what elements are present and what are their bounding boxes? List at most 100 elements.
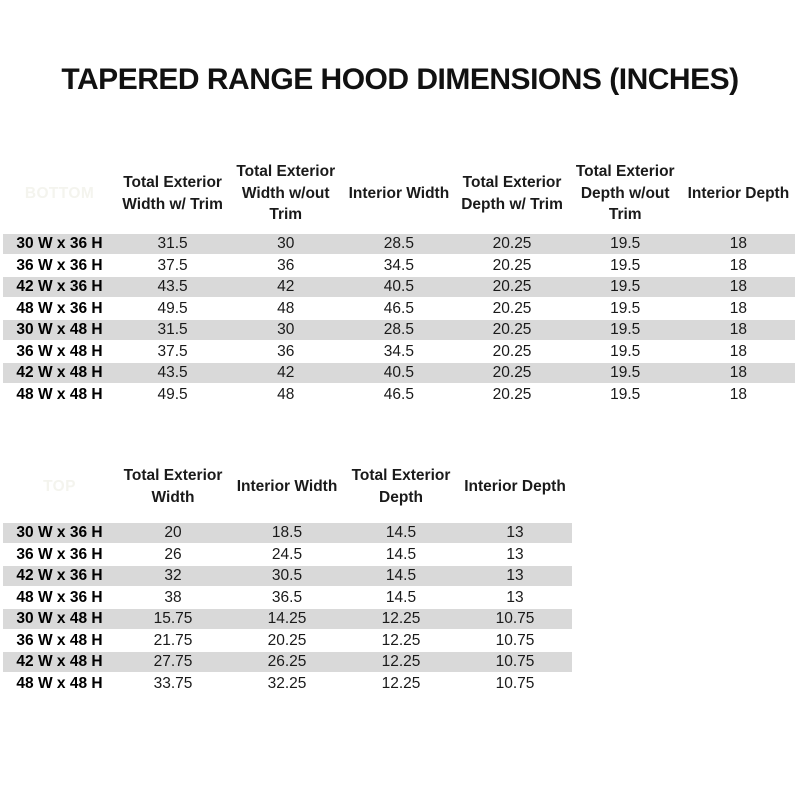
cell: 20.25 [455, 319, 569, 342]
column-header-interior-depth: Interior Depth [458, 452, 572, 523]
top-table-label: TOP [3, 452, 116, 523]
row-size-label: 42 W x 48 H [3, 651, 116, 674]
row-size-label: 48 W x 36 H [3, 586, 116, 609]
cell: 32 [116, 565, 230, 588]
top-dimensions-table: TOP Total Exterior Width Interior Width … [3, 452, 572, 695]
cell: 18 [681, 319, 795, 342]
table-row: 48 W x 36 H 38 36.5 14.5 13 [3, 586, 572, 609]
cell: 34.5 [342, 340, 456, 363]
cell: 18 [681, 276, 795, 299]
cell: 20.25 [455, 383, 569, 406]
table-row: 36 W x 36 H 37.5 36 34.5 20.25 19.5 18 [3, 254, 795, 277]
cell: 46.5 [342, 297, 456, 320]
cell: 19.5 [568, 276, 682, 299]
table-row: 42 W x 48 H 27.75 26.25 12.25 10.75 [3, 651, 572, 674]
table-row: 36 W x 48 H 37.5 36 34.5 20.25 19.5 18 [3, 340, 795, 363]
cell: 36.5 [230, 586, 344, 609]
cell: 19.5 [568, 319, 682, 342]
cell: 20.25 [455, 254, 569, 277]
cell: 36 [229, 340, 343, 363]
table-row: 48 W x 48 H 33.75 32.25 12.25 10.75 [3, 672, 572, 695]
table-row: 42 W x 36 H 32 30.5 14.5 13 [3, 565, 572, 588]
table-row: 30 W x 36 H 20 18.5 14.5 13 [3, 522, 572, 545]
cell: 18 [681, 233, 795, 256]
cell: 19.5 [568, 383, 682, 406]
column-header-interior-width: Interior Width [342, 155, 456, 234]
cell: 40.5 [342, 362, 456, 385]
row-size-label: 36 W x 36 H [3, 254, 116, 277]
cell: 26 [116, 543, 230, 566]
bottom-header-row: BOTTOM Total Exterior Width w/ Trim Tota… [3, 155, 795, 234]
cell: 10.75 [458, 651, 572, 674]
top-header-row: TOP Total Exterior Width Interior Width … [3, 452, 572, 523]
column-header-interior-width: Interior Width [230, 452, 344, 523]
cell: 14.5 [344, 586, 458, 609]
row-size-label: 30 W x 36 H [3, 233, 116, 256]
cell: 14.5 [344, 522, 458, 545]
column-header-total-exterior-width-w-trim: Total Exterior Width w/ Trim [116, 155, 230, 234]
cell: 10.75 [458, 629, 572, 652]
row-size-label: 48 W x 48 H [3, 672, 116, 695]
cell: 18.5 [230, 522, 344, 545]
cell: 20.25 [455, 233, 569, 256]
cell: 13 [458, 543, 572, 566]
table-row: 30 W x 48 H 31.5 30 28.5 20.25 19.5 18 [3, 319, 795, 342]
cell: 30.5 [230, 565, 344, 588]
cell: 38 [116, 586, 230, 609]
cell: 43.5 [116, 362, 230, 385]
column-header-total-exterior-depth: Total Exterior Depth [344, 452, 458, 523]
cell: 12.25 [344, 651, 458, 674]
cell: 28.5 [342, 233, 456, 256]
cell: 40.5 [342, 276, 456, 299]
table-row: 36 W x 48 H 21.75 20.25 12.25 10.75 [3, 629, 572, 652]
cell: 20.25 [455, 362, 569, 385]
cell: 12.25 [344, 629, 458, 652]
page-title: TAPERED RANGE HOOD DIMENSIONS (INCHES) [61, 63, 739, 96]
column-header-total-exterior-depth-w-trim: Total Exterior Depth w/ Trim [455, 155, 569, 234]
cell: 46.5 [342, 383, 456, 406]
row-size-label: 36 W x 48 H [3, 629, 116, 652]
row-size-label: 42 W x 36 H [3, 565, 116, 588]
cell: 34.5 [342, 254, 456, 277]
table-row: 48 W x 48 H 49.5 48 46.5 20.25 19.5 18 [3, 383, 795, 406]
cell: 30 [229, 319, 343, 342]
cell: 20.25 [455, 340, 569, 363]
column-header-interior-depth: Interior Depth [681, 155, 795, 234]
cell: 15.75 [116, 608, 230, 631]
cell: 10.75 [458, 672, 572, 695]
cell: 27.75 [116, 651, 230, 674]
row-size-label: 36 W x 48 H [3, 340, 116, 363]
cell: 18 [681, 362, 795, 385]
table-row: 30 W x 36 H 31.5 30 28.5 20.25 19.5 18 [3, 233, 795, 256]
cell: 13 [458, 565, 572, 588]
cell: 12.25 [344, 608, 458, 631]
cell: 12.25 [344, 672, 458, 695]
cell: 37.5 [116, 254, 230, 277]
column-header-total-exterior-width: Total Exterior Width [116, 452, 230, 523]
table-row: 42 W x 48 H 43.5 42 40.5 20.25 19.5 18 [3, 362, 795, 385]
table-row: 30 W x 48 H 15.75 14.25 12.25 10.75 [3, 608, 572, 631]
table-row: 48 W x 36 H 49.5 48 46.5 20.25 19.5 18 [3, 297, 795, 320]
cell: 10.75 [458, 608, 572, 631]
row-size-label: 42 W x 36 H [3, 276, 116, 299]
cell: 19.5 [568, 297, 682, 320]
cell: 20 [116, 522, 230, 545]
row-size-label: 48 W x 36 H [3, 297, 116, 320]
cell: 19.5 [568, 254, 682, 277]
cell: 24.5 [230, 543, 344, 566]
cell: 26.25 [230, 651, 344, 674]
cell: 18 [681, 340, 795, 363]
cell: 49.5 [116, 383, 230, 406]
cell: 30 [229, 233, 343, 256]
cell: 33.75 [116, 672, 230, 695]
cell: 14.25 [230, 608, 344, 631]
cell: 13 [458, 586, 572, 609]
cell: 21.75 [116, 629, 230, 652]
row-size-label: 48 W x 48 H [3, 383, 116, 406]
cell: 19.5 [568, 340, 682, 363]
cell: 14.5 [344, 543, 458, 566]
row-size-label: 30 W x 36 H [3, 522, 116, 545]
cell: 31.5 [116, 233, 230, 256]
cell: 37.5 [116, 340, 230, 363]
cell: 19.5 [568, 233, 682, 256]
